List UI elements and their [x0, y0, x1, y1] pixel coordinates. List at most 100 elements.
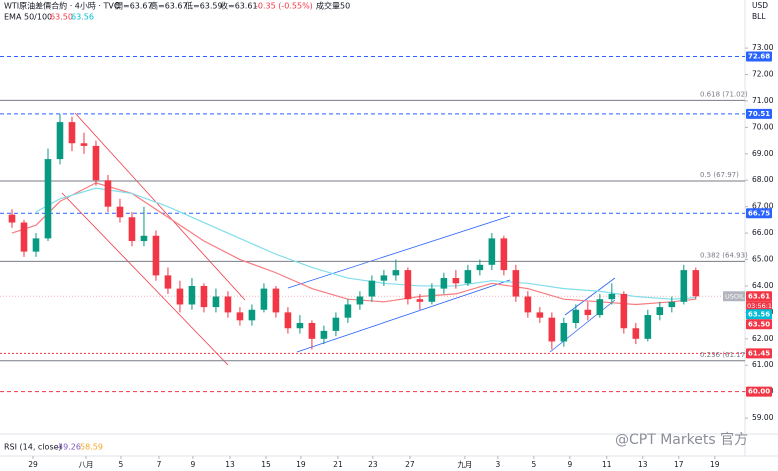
x-tick-label: 17 — [674, 460, 684, 469]
candle-body — [656, 307, 664, 316]
y-tick-label: 73.00 — [752, 43, 774, 52]
candle-body — [584, 309, 592, 316]
trend-line — [74, 112, 246, 301]
price-tag-bg — [746, 108, 772, 119]
y-tick-label: 61.00 — [752, 360, 774, 369]
x-tick-label: 15 — [261, 460, 271, 469]
candle-body — [104, 180, 112, 207]
candle-body — [32, 238, 40, 252]
candle-body — [500, 238, 508, 271]
candle-body — [284, 312, 292, 329]
candle-body — [668, 301, 676, 308]
x-tick-label: 21 — [333, 460, 343, 469]
header-close: 收=63.61 — [220, 1, 258, 11]
y-tick-label: 64.00 — [752, 281, 774, 290]
price-tag-bg — [746, 208, 772, 219]
candle-body — [188, 285, 196, 305]
fib-label: 0.236 (61.17) — [700, 351, 748, 359]
candle-body — [488, 238, 496, 265]
y-tick-label: 69.00 — [752, 149, 774, 158]
price-tag-bg — [746, 348, 772, 359]
candle-body — [620, 293, 628, 329]
candle-body — [248, 309, 256, 321]
candle-body — [416, 299, 424, 302]
candle-body — [344, 304, 352, 318]
x-tick-label: 5 — [531, 460, 536, 469]
candle-body — [644, 315, 652, 339]
candle-body — [224, 296, 232, 313]
rsi-legend-value: 49.26 — [58, 443, 81, 452]
candle-body — [428, 288, 436, 302]
x-tick-label: 3 — [495, 460, 500, 469]
unit: BLL — [752, 12, 766, 21]
x-tick-label: 9 — [191, 460, 196, 469]
candle-body — [20, 222, 28, 252]
candle-body — [692, 270, 700, 297]
candle-body — [368, 280, 376, 297]
candle-body — [536, 312, 544, 318]
trend-line — [296, 279, 511, 353]
x-tick-label: 19 — [296, 460, 306, 469]
symbol-tag-bg — [723, 291, 745, 302]
candle-body — [200, 285, 208, 308]
candle-body — [308, 322, 316, 339]
candle-body — [560, 322, 568, 342]
x-tick-label: 7 — [157, 460, 162, 469]
price-tag: 63.56 — [748, 310, 770, 318]
price-tag-bg — [746, 291, 772, 302]
header-volume: 成交量50 — [316, 1, 350, 11]
candle-body — [56, 122, 64, 160]
x-tick-label: 19 — [710, 460, 720, 469]
price-tag-bg — [746, 309, 772, 320]
candle-body — [272, 288, 280, 313]
x-tick-label: 5 — [119, 460, 124, 469]
y-tick-label: 71.00 — [752, 96, 774, 105]
y-tick-label: 70.00 — [752, 122, 774, 131]
candle-body — [680, 270, 688, 302]
candle-body — [476, 264, 484, 271]
price-tag: 61.45 — [748, 349, 770, 357]
price-tag: 63.50 — [748, 320, 770, 328]
y-tick-label: 66.00 — [752, 228, 774, 237]
y-tick-label: 59.00 — [752, 413, 774, 422]
candle-body — [176, 288, 184, 305]
y-tick-label: 72.00 — [752, 70, 774, 79]
symbol-tag: USOIL — [725, 292, 745, 300]
candle-body — [236, 312, 244, 321]
candle-body — [596, 299, 604, 316]
price-tag-bg — [746, 319, 772, 330]
y-tick-label: 68.00 — [752, 175, 774, 184]
header-change: -0.35 (-0.55%) — [255, 2, 313, 11]
fib-label: 0.618 (71.02) — [700, 90, 748, 98]
price-tag: 66.75 — [748, 209, 770, 217]
header-symbol: WTI原油差價合約 · 4小時 · TVC — [4, 1, 120, 11]
candle-body — [296, 322, 304, 329]
rsi-legend-value: 58.59 — [80, 443, 103, 452]
price-tag-bg — [746, 386, 772, 397]
x-tick-label: 29 — [28, 460, 38, 469]
candle-body — [212, 296, 220, 308]
price-tag: 70.51 — [748, 110, 770, 118]
rsi-legend: RSI (14, close) — [4, 443, 62, 452]
x-tick-label: 九月 — [457, 460, 472, 469]
candle-body — [392, 270, 400, 276]
candle-body — [452, 278, 460, 284]
y-tick-label: 62.00 — [752, 334, 774, 343]
trend-lines — [61, 112, 616, 366]
candle-body — [632, 328, 640, 339]
watermark: @CPT Markets 官方 — [615, 432, 748, 448]
currency: USD — [752, 1, 768, 10]
candle-body — [572, 309, 580, 323]
fib-label: 0.5 (67.97) — [700, 171, 739, 179]
candle-body — [260, 288, 268, 310]
candle-body — [332, 317, 340, 331]
candle-body — [548, 317, 556, 342]
ema-legend-value: 63.50 — [50, 13, 73, 22]
ema-legend: EMA 50/100 — [4, 13, 52, 22]
y-tick-label: 67.00 — [752, 202, 774, 211]
ema-line — [35, 187, 696, 300]
trend-line — [549, 299, 616, 353]
x-tick-label: 八月 — [79, 460, 94, 469]
